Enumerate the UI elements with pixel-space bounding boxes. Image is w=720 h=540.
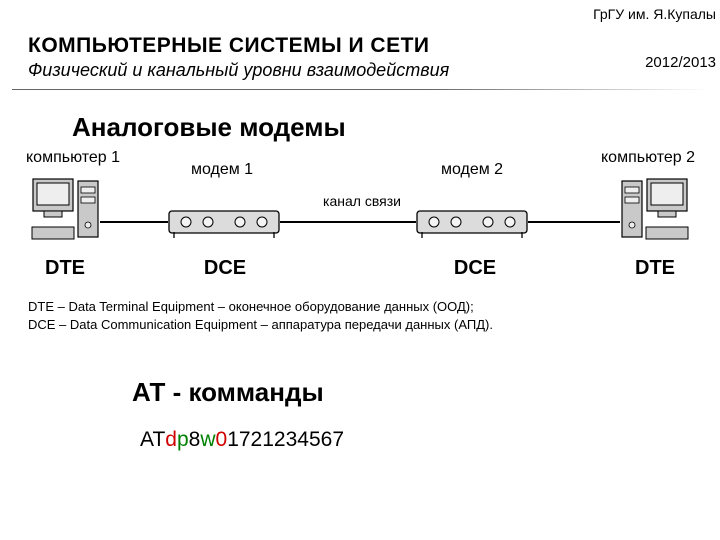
course-subtitle: Физический и канальный уровни взаимодейс… (28, 60, 712, 81)
label-modem-2: модем 2 (412, 161, 532, 179)
course-title: КОМПЬЮТЕРНЫЕ СИСТЕМЫ И СЕТИ (28, 34, 712, 58)
role-dce-right: DCE (430, 257, 520, 280)
section-at-commands-title: АТ - комманды (132, 377, 720, 408)
section-analog-modems-title: Аналоговые модемы (72, 112, 720, 143)
role-dte-right: DTE (620, 257, 690, 280)
academic-year: 2012/2013 (645, 54, 716, 71)
computer-1-icon (30, 177, 100, 247)
label-channel: канал связи (312, 193, 412, 209)
university-name: ГрГУ им. Я.Купалы (593, 6, 716, 22)
label-modem-1: модем 1 (162, 161, 282, 179)
label-computer-1: компьютер 1 (18, 149, 128, 167)
label-computer-2: компьютер 2 (593, 149, 703, 167)
at-command-example: ATdp8w01721234567 (140, 428, 720, 452)
role-dte-left: DTE (30, 257, 100, 280)
link-comp1-modem1 (100, 221, 168, 223)
modem-2-icon (416, 205, 528, 239)
at-part-d: d (165, 428, 177, 451)
role-dce-left: DCE (180, 257, 270, 280)
at-part-8: 8 (189, 428, 201, 451)
legend-dce: DCE – Data Communication Equipment – апп… (28, 317, 493, 332)
link-modem1-modem2 (280, 221, 416, 223)
at-part-p: p (177, 428, 189, 451)
link-modem2-comp2 (528, 221, 620, 223)
legend-dte: DTE – Data Terminal Equipment – оконечно… (28, 299, 474, 314)
modem-1-icon (168, 205, 280, 239)
at-part-w: w (200, 428, 215, 451)
modem-diagram: компьютер 1 компьютер 2 модем 1 модем 2 … (12, 149, 708, 339)
at-part-at: AT (140, 428, 165, 451)
computer-2-icon (620, 177, 690, 247)
header-divider (12, 89, 708, 90)
at-part-0: 0 (216, 428, 228, 451)
at-part-number: 1721234567 (227, 428, 344, 451)
